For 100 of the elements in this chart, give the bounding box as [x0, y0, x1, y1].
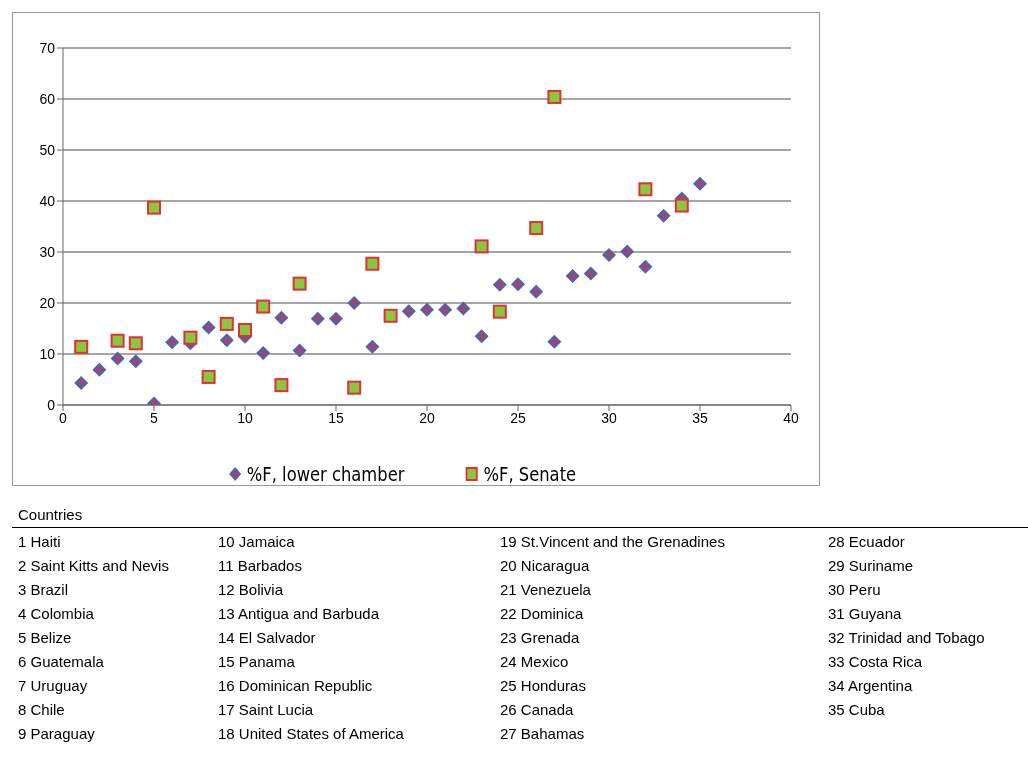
point [347, 380, 362, 395]
y-tick-label: 10 [39, 345, 56, 362]
text: 19 St.Vincent and the Grenadines [500, 532, 725, 552]
text: 13 Antigua and Barbuda [218, 604, 380, 624]
text: 23 Grenada [500, 628, 581, 648]
point [674, 198, 689, 213]
text: 35 Cuba [828, 700, 886, 720]
point [310, 311, 325, 326]
x-tick-label: 15 [328, 409, 344, 426]
point [583, 266, 598, 281]
text: 21 Venezuela [500, 580, 592, 600]
text: 16 Dominican Republic [218, 676, 374, 696]
point [638, 182, 653, 197]
point [201, 369, 216, 384]
point [565, 268, 580, 283]
text: 9 Paraguay [18, 724, 96, 744]
text: 22 Dominica [500, 604, 585, 624]
x-tick-label: 5 [150, 409, 159, 426]
text: 2 Saint Kitts and Nevis [18, 556, 169, 576]
text: 1 Haiti [18, 532, 62, 552]
text: 32 Trinidad and Tobago [828, 628, 985, 648]
legend-label: %F, Senate [483, 463, 577, 485]
x-tick-label: 25 [510, 409, 526, 426]
y-tick-label: 50 [39, 141, 56, 158]
point [292, 276, 307, 291]
point [347, 296, 362, 310]
point [638, 259, 653, 274]
point [183, 330, 198, 345]
text: 34 Argentina [828, 676, 914, 696]
y-tick-label: 0 [47, 396, 56, 413]
text: 33 Costa Rica [828, 652, 924, 672]
legend-label: %F, lower chamber [246, 463, 405, 485]
point [74, 339, 89, 354]
point [474, 329, 489, 344]
point [656, 208, 671, 223]
point [420, 302, 434, 317]
point [274, 378, 289, 393]
x-tick-label: 35 [692, 409, 708, 426]
text: 24 Mexico [500, 652, 570, 672]
point [492, 304, 507, 319]
text: 27 Bahamas [500, 724, 586, 744]
x-tick-label: 40 [783, 409, 799, 426]
text: 29 Suriname [828, 556, 915, 576]
text: 5 Belize [18, 628, 73, 648]
text: 20 Nicaragua [500, 556, 591, 576]
x-tick-label: 10 [237, 409, 253, 426]
text: 10 Jamaica [218, 532, 296, 552]
y-tick-label: 30 [39, 243, 56, 260]
point [219, 333, 234, 348]
point [110, 333, 125, 348]
point [238, 323, 252, 338]
point [365, 339, 380, 354]
point [128, 354, 143, 369]
point [256, 299, 271, 314]
point [383, 308, 398, 323]
point [256, 345, 271, 360]
text: 6 Guatemala [18, 652, 105, 672]
point [110, 351, 125, 366]
point [165, 335, 180, 350]
point [474, 239, 489, 254]
point [547, 89, 562, 104]
text: 26 Canada [500, 700, 575, 720]
y-tick-label: 70 [39, 39, 56, 56]
point [693, 176, 707, 191]
text: 14 El Salvador [218, 628, 317, 648]
point [529, 221, 544, 236]
point [128, 336, 143, 351]
point [529, 284, 544, 299]
text: 15 Panama [218, 652, 296, 672]
point [438, 302, 453, 317]
point [201, 320, 216, 335]
text: 31 Guyana [828, 604, 903, 624]
point [147, 200, 161, 215]
text: 8 Chile [18, 700, 66, 720]
point [274, 310, 289, 325]
y-tick-label: 60 [39, 90, 56, 107]
point [329, 311, 343, 326]
text: 7 Uruguay [18, 676, 89, 696]
point [401, 304, 416, 319]
point [292, 343, 307, 358]
y-tick-label: 40 [39, 192, 56, 209]
text: 4 Colombia [18, 604, 95, 624]
point [620, 244, 635, 259]
point [92, 362, 107, 377]
text: 12 Bolivia [218, 580, 285, 600]
text: 17 Saint Lucia [218, 700, 315, 720]
point [602, 248, 616, 263]
point [365, 256, 380, 271]
x-tick-label: 0 [59, 409, 68, 426]
point [456, 301, 471, 316]
x-tick-label: 30 [601, 409, 617, 426]
text: 11 Barbados [218, 556, 303, 576]
point [74, 376, 89, 391]
x-tick-label: 20 [419, 409, 435, 426]
text: 3 Brazil [18, 580, 70, 600]
text: Countries [18, 506, 83, 523]
text: 25 Honduras [500, 676, 587, 696]
point [219, 316, 234, 331]
point [492, 277, 507, 292]
text: 18 United States of America [218, 724, 404, 744]
